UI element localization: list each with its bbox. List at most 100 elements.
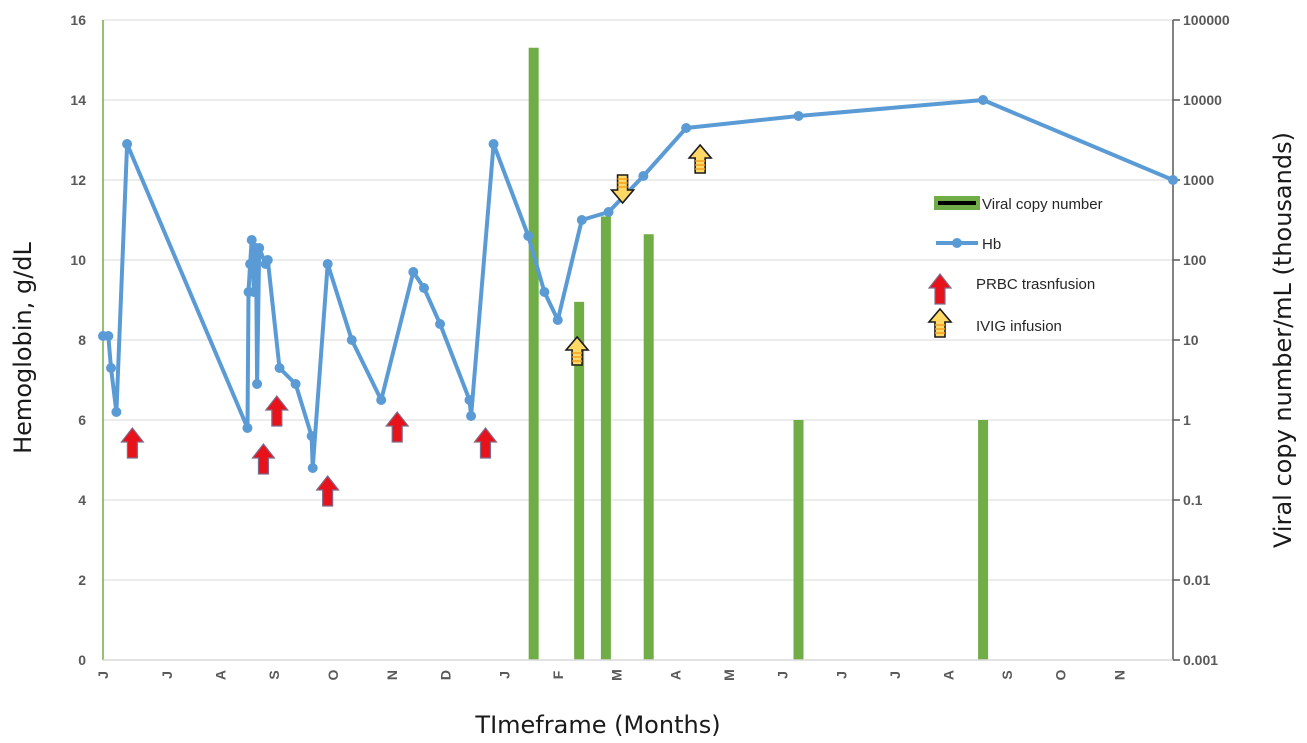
hb-point <box>793 111 804 121</box>
y2-tick-label: 10 <box>1183 332 1199 348</box>
prbc-arrow-icon <box>473 427 498 459</box>
hb-point <box>103 331 114 341</box>
hb-point <box>106 363 117 373</box>
hb-point <box>1168 175 1178 185</box>
hb-point <box>254 243 265 253</box>
legend-viral-swatch-line <box>938 201 976 205</box>
x-tick-label: S <box>266 670 282 679</box>
hb-point <box>552 315 563 325</box>
prbc-arrow-icon <box>251 443 276 475</box>
viral-bar <box>643 234 654 660</box>
hb-point <box>488 139 499 149</box>
x-tick-label: S <box>999 670 1015 679</box>
viral-bar <box>528 47 539 661</box>
viral-bar <box>793 420 804 660</box>
viral-bar <box>600 216 611 661</box>
legend-prbc-arrow-icon <box>927 273 953 305</box>
red-arrow-shape <box>384 411 410 443</box>
hb-point <box>252 379 263 389</box>
y2-tick-label: 0.001 <box>1183 652 1218 668</box>
hb-point <box>638 171 649 181</box>
hb-point <box>306 431 317 441</box>
y2-tick-label: 100 <box>1183 252 1207 268</box>
hb-point <box>376 395 387 405</box>
yellow-arrow-shape <box>609 174 636 205</box>
legend-hb-label: Hb <box>982 236 1001 253</box>
x-tick-label: O <box>325 669 341 680</box>
y-tick-label: 0 <box>78 652 86 668</box>
y2-tick-label: 100000 <box>1183 12 1230 28</box>
gridlines <box>103 19 1173 581</box>
ivig-arrow-icon <box>687 143 713 174</box>
viral-bar <box>574 301 585 660</box>
hb-point <box>978 95 989 105</box>
yellow-arrow-shape <box>564 335 590 366</box>
hb-point <box>466 411 477 421</box>
legend-ivig-arrow-icon <box>927 307 953 338</box>
y-tick-label: 16 <box>70 12 86 28</box>
hb-point <box>322 259 333 269</box>
hb-point <box>246 235 257 245</box>
y2-tick-label: 1000 <box>1183 172 1214 188</box>
x-axis-title: TImeframe (Months) <box>474 711 720 739</box>
x-tick-label: A <box>940 670 956 680</box>
hb-point <box>242 423 253 433</box>
y-tick-label: 4 <box>78 492 86 508</box>
y-tick-label: 10 <box>70 252 86 268</box>
hb-point <box>523 231 534 241</box>
legend-viral-label: Viral copy number <box>982 196 1103 213</box>
legend-hb-marker <box>952 238 962 248</box>
hb-series <box>98 95 1178 473</box>
hb-point <box>307 463 318 473</box>
y-tick-label: 2 <box>78 572 86 588</box>
hb-point <box>346 335 357 345</box>
red-arrow-shape <box>927 273 953 305</box>
x-tick-label: M <box>609 669 625 681</box>
prbc-arrow-icon <box>120 427 145 459</box>
red-arrow-shape <box>120 427 145 459</box>
y-tick-labels: 0 2 4 6 8 10 12 14 16 <box>70 12 86 668</box>
y-axis-title: Hemoglobin, g/dL <box>9 241 37 453</box>
x-tick-label: F <box>550 670 566 679</box>
viral-bars <box>528 47 989 661</box>
hb-point <box>274 363 285 373</box>
y2-tick-label: 10000 <box>1183 92 1222 108</box>
y-tick-label: 8 <box>78 332 86 348</box>
prbc-arrow-icon <box>264 395 290 427</box>
ivig-arrow-icon <box>609 174 636 205</box>
x-tick-label: N <box>384 670 400 680</box>
prbc-arrow-icon <box>315 475 340 507</box>
x-tick-label: D <box>437 670 453 680</box>
x-tick-label: J <box>887 671 903 679</box>
yellow-arrow-shape <box>927 307 953 338</box>
hb-point <box>435 319 446 329</box>
legend: Viral copy number Hb PRBC trasnfusion IV… <box>927 196 1103 338</box>
y2-tick-label: 0.01 <box>1183 572 1210 588</box>
x-tick-label: N <box>1112 670 1128 680</box>
prbc-arrow-icon <box>384 411 410 443</box>
y-tick-label: 12 <box>70 172 86 188</box>
red-arrow-shape <box>473 427 498 459</box>
red-arrow-shape <box>315 475 340 507</box>
hb-point <box>262 255 273 265</box>
hb-point <box>576 215 587 225</box>
hb-point <box>408 267 419 277</box>
legend-ivig-label: IVIG infusion <box>976 318 1062 335</box>
y-tick-label: 6 <box>78 412 86 428</box>
viral-bar <box>978 420 989 660</box>
hb-point <box>245 259 256 269</box>
y2-tick-label: 0.1 <box>1183 492 1203 508</box>
ivig-arrow-icon <box>564 335 590 366</box>
red-arrow-shape <box>251 443 276 475</box>
x-tick-label: J <box>774 671 790 679</box>
hb-point <box>603 207 614 217</box>
x-tick-label: M <box>721 669 737 681</box>
x-tick-label: J <box>95 671 111 679</box>
hb-point <box>681 123 692 133</box>
yellow-arrow-shape <box>687 143 713 174</box>
x-tick-label: A <box>213 670 229 680</box>
hb-point <box>419 283 429 293</box>
y-tick-label: 14 <box>70 92 86 108</box>
hb-point <box>290 379 301 389</box>
